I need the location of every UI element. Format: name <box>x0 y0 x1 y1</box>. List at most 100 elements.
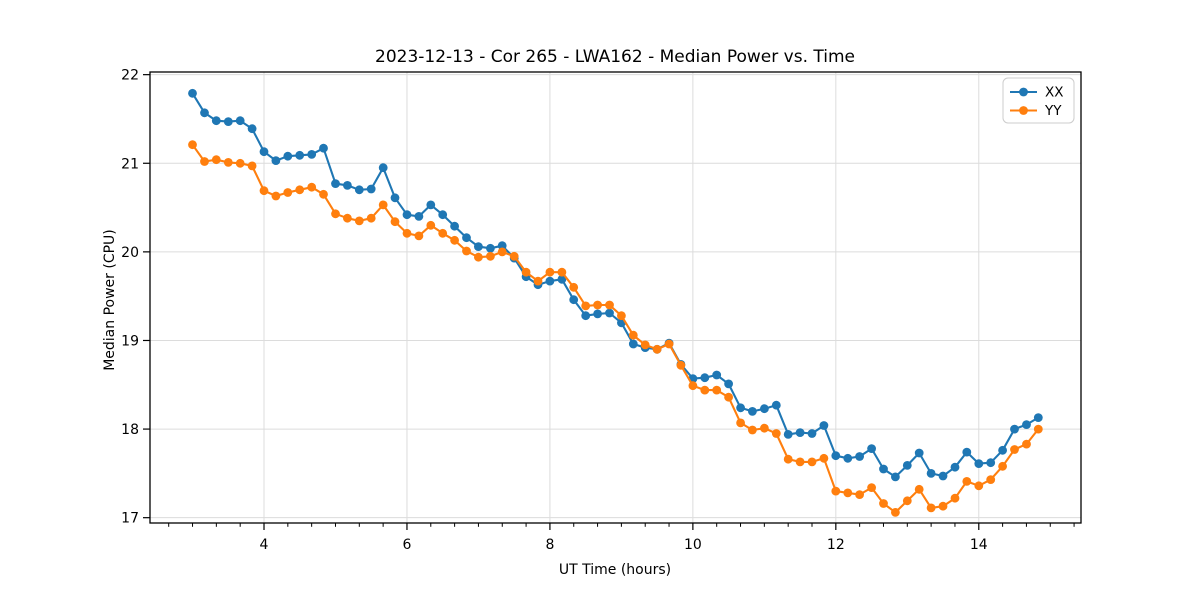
grid-layer <box>150 72 1081 523</box>
series-yy-point <box>486 251 495 261</box>
series-xx-point <box>200 108 209 118</box>
series-yy-point <box>414 231 424 241</box>
legend-item-yy: YY <box>1010 103 1062 119</box>
series-xx-point <box>426 200 436 210</box>
series-yy-point <box>450 235 459 245</box>
series-yy-point <box>271 191 281 201</box>
series-yy-point <box>366 213 376 223</box>
series-yy-point <box>235 158 245 168</box>
series-xx-point <box>497 241 507 251</box>
series-yy-point <box>557 267 567 277</box>
series-yy-point <box>938 501 948 511</box>
series-yy-point <box>676 360 686 370</box>
series-yy-point <box>795 457 805 467</box>
series-yy-point <box>378 200 388 210</box>
y-tick-label: 19 <box>121 333 139 349</box>
series-xx-point <box>593 309 602 319</box>
series-yy-point <box>343 213 352 223</box>
series-xx-point <box>462 233 471 243</box>
series-xx-point <box>926 469 936 478</box>
series-xx-point <box>736 403 745 413</box>
x-tick-label: 6 <box>403 537 412 553</box>
series-yy-point <box>1010 445 1019 454</box>
series-yy-point <box>783 454 793 464</box>
series-yy-point <box>581 301 591 311</box>
series-xx-point <box>998 445 1007 455</box>
series-xx-point <box>974 459 984 468</box>
series-yy-point <box>974 481 984 491</box>
series-yy-point <box>331 209 340 219</box>
x-tick-label: 4 <box>260 537 269 553</box>
series-xx-point <box>486 243 495 253</box>
series-xx-point <box>307 150 317 159</box>
series-xx-point <box>1033 413 1043 422</box>
series-yy-point <box>283 188 293 197</box>
series-xx-point <box>760 404 769 414</box>
series-yy-point <box>533 276 543 286</box>
series-xx-point <box>807 429 817 438</box>
series-xx-point <box>557 274 567 284</box>
series-yy-point <box>390 217 400 227</box>
series-xx-point <box>724 379 733 389</box>
series-yy-point <box>521 267 531 277</box>
series-yy-point <box>307 182 317 192</box>
series-xx-point <box>771 400 781 410</box>
series-xx-point <box>343 181 352 190</box>
series-xx-point <box>331 179 340 189</box>
series-xx-point <box>319 143 328 153</box>
series-xx-point <box>581 311 591 321</box>
series-yy-point <box>760 423 769 433</box>
series-xx-point <box>867 444 876 453</box>
series-xx-point <box>891 472 900 482</box>
legend: XX YY <box>1002 77 1075 124</box>
series-xx-point <box>366 184 376 194</box>
series-xx-point <box>283 151 293 161</box>
series-xx-point <box>831 451 841 461</box>
series-yy-point <box>402 228 412 238</box>
series-yy-point <box>688 381 698 391</box>
series-xx-point <box>450 221 459 231</box>
x-tick-label: 14 <box>970 537 988 553</box>
series-xx-point <box>748 407 757 416</box>
series-xx-point <box>855 452 864 461</box>
legend-label-xx: XX <box>1045 85 1064 101</box>
series-yy-point <box>914 484 924 494</box>
series-yy-point <box>771 429 781 438</box>
series-yy-point <box>950 493 960 503</box>
series-yy-point <box>545 267 555 277</box>
series-xx-point <box>783 430 793 439</box>
series-yy-point <box>926 503 936 513</box>
y-tick-label: 17 <box>121 511 139 527</box>
series-yy-point <box>509 251 519 261</box>
series-yy-point <box>736 418 745 428</box>
series-yy-point <box>426 220 436 230</box>
series-yy-point <box>497 247 507 257</box>
series-xx-point <box>402 210 412 220</box>
series-xx-point <box>950 462 960 472</box>
series-yy-point <box>867 483 876 492</box>
series-xx-point <box>438 210 448 220</box>
series-yy-point <box>843 488 853 498</box>
series-xx-point <box>211 116 221 126</box>
series-yy-point <box>438 228 448 238</box>
y-tick-label: 20 <box>121 245 139 261</box>
x-tick-label: 10 <box>684 537 702 553</box>
series-xx-point <box>235 116 245 126</box>
tick-layer: 4 6 8 10 12 14 17 18 19 20 21 22 <box>121 68 1075 553</box>
series-yy-point <box>1033 424 1043 434</box>
series-yy-point <box>474 252 483 262</box>
series-xx-point <box>795 428 805 437</box>
series-yy-point <box>211 155 221 165</box>
series-xx-point <box>259 147 269 157</box>
series-xx-point <box>902 461 912 470</box>
y-axis-label: Median Power (CPU) <box>102 229 118 371</box>
series-yy-point <box>593 300 602 310</box>
series-yy-point <box>962 477 972 486</box>
series-xx-point <box>843 453 853 463</box>
y-tick-label: 22 <box>121 68 139 84</box>
series-xx-point <box>569 295 579 305</box>
series-yy-point <box>998 461 1007 471</box>
series-xx-point <box>986 458 996 468</box>
series-yy-point <box>831 486 841 496</box>
